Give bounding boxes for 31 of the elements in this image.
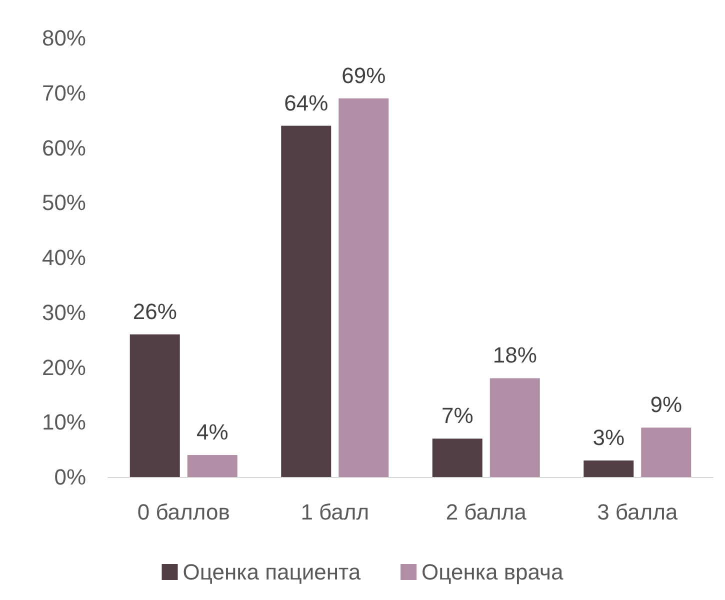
data-label: 18% <box>492 342 537 368</box>
y-tick-label: 10% <box>42 410 86 435</box>
bar <box>584 460 634 477</box>
data-label: 26% <box>132 298 177 324</box>
bar <box>432 438 482 477</box>
y-tick-label: 80% <box>42 26 86 50</box>
data-label: 69% <box>342 62 386 88</box>
y-tick-label: 20% <box>42 354 86 380</box>
x-tick-label: 1 балл <box>300 500 370 524</box>
data-label: 7% <box>441 403 474 428</box>
bar <box>281 126 332 477</box>
data-label: 9% <box>650 392 682 418</box>
y-tick-label: 40% <box>42 245 86 270</box>
legend-label: Оценка врача <box>422 560 564 584</box>
data-label: 4% <box>196 420 228 445</box>
bar <box>187 455 238 477</box>
bar <box>130 334 180 477</box>
y-tick-label: 50% <box>42 190 86 216</box>
y-tick-label: 0% <box>54 464 86 490</box>
data-label: 64% <box>284 90 328 116</box>
y-tick-label: 60% <box>42 135 86 160</box>
y-tick-label: 70% <box>42 80 86 106</box>
data-label: 3% <box>592 425 625 450</box>
x-tick-label: 3 балла <box>597 500 678 524</box>
x-tick-label: 0 баллов <box>137 500 230 524</box>
y-tick-label: 30% <box>42 300 86 325</box>
legend-label: Оценка пациента <box>182 560 362 584</box>
bar <box>641 428 692 477</box>
bar <box>490 378 540 477</box>
bar <box>338 98 389 477</box>
x-tick-label: 2 балла <box>446 500 528 524</box>
